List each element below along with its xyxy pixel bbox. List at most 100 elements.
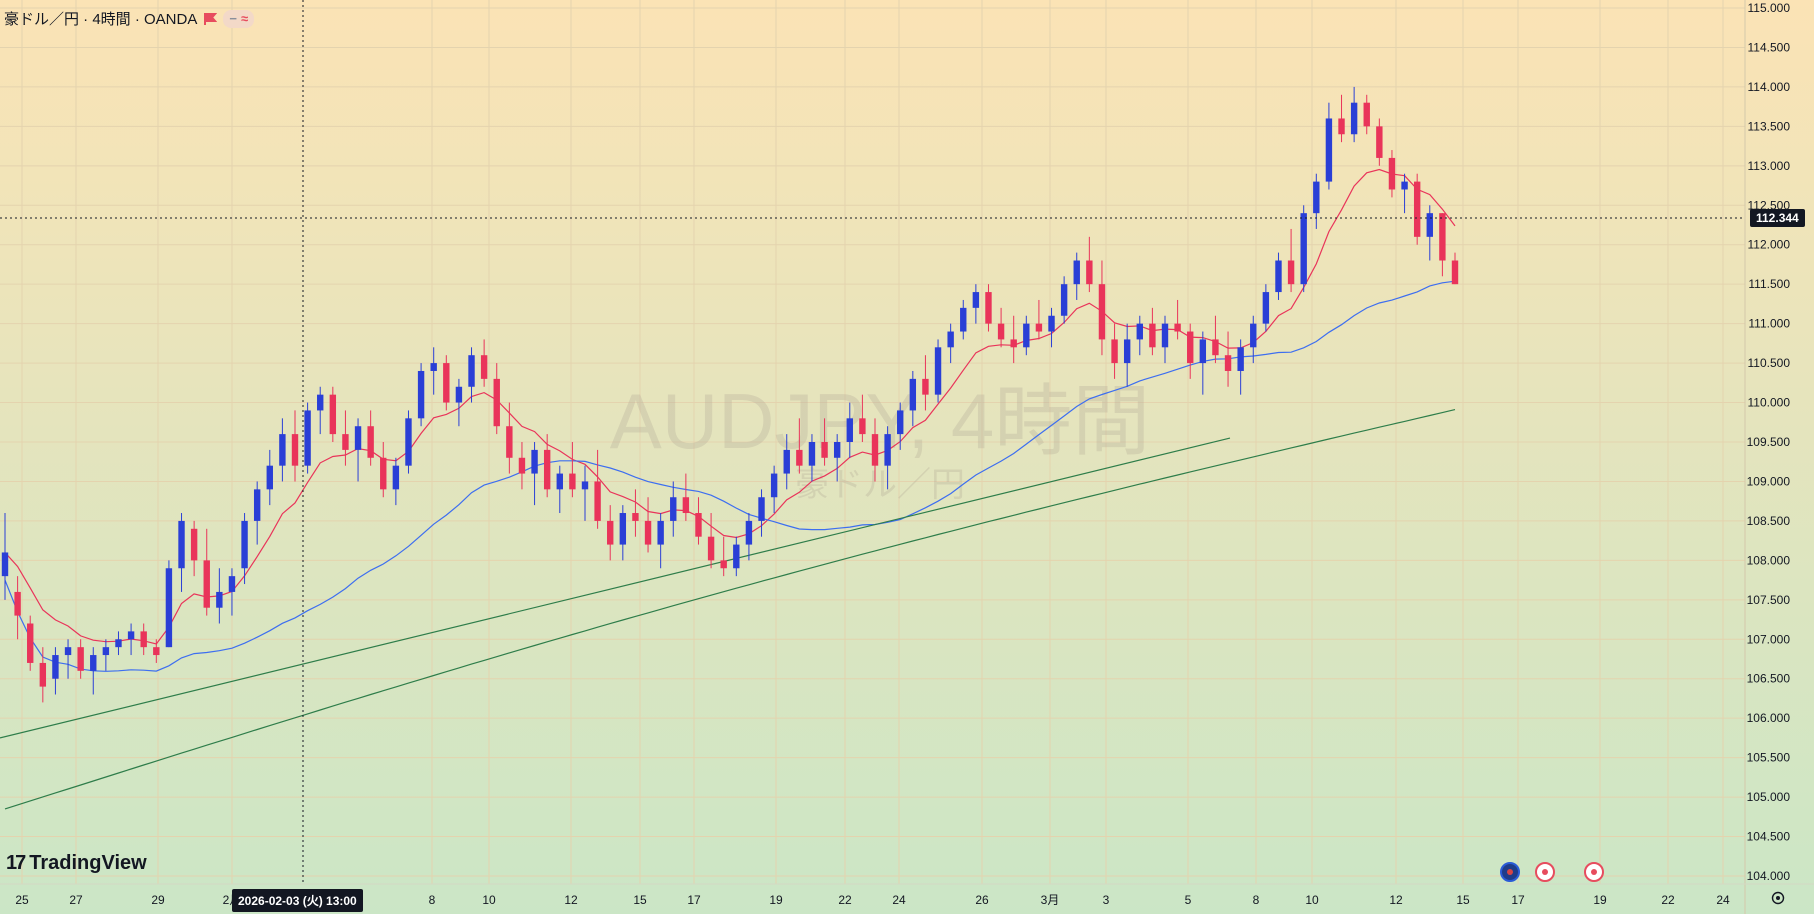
candle[interactable] [443,355,450,411]
event-flag-jp-icon[interactable] [1535,862,1555,882]
candle[interactable] [670,481,677,537]
candle[interactable] [1187,323,1194,379]
candle[interactable] [531,442,538,506]
candle[interactable] [518,442,526,490]
chart-settings-icon[interactable] [1768,890,1788,908]
candle[interactable] [657,513,664,569]
candle[interactable] [770,465,778,514]
candle[interactable] [985,284,992,332]
candle[interactable] [1237,339,1244,395]
candle[interactable] [506,402,513,474]
candle[interactable] [102,639,110,671]
candle[interactable] [1149,307,1156,356]
candle[interactable] [1325,102,1333,190]
candle[interactable] [821,418,828,466]
candle[interactable] [216,568,223,624]
candle[interactable] [1136,315,1143,356]
candle[interactable] [1388,150,1396,198]
candle[interactable] [1313,173,1320,229]
candle[interactable] [644,497,652,553]
candle[interactable] [367,410,374,466]
candle[interactable] [720,536,727,577]
candle[interactable] [1300,205,1307,293]
candle[interactable] [1376,118,1383,166]
candle[interactable] [796,418,803,474]
candle[interactable] [871,418,879,482]
candle[interactable] [569,442,576,498]
candle[interactable] [947,323,954,364]
candle[interactable] [14,576,21,640]
candle[interactable] [997,307,1005,348]
minus-icon[interactable]: − [229,11,237,26]
candle[interactable] [241,513,248,585]
candle[interactable] [934,339,942,403]
candle[interactable] [1060,276,1068,324]
event-flag-au-icon[interactable] [1500,862,1520,882]
candle[interactable] [115,631,122,656]
event-flag-jp-icon[interactable] [1584,862,1604,882]
candle[interactable] [833,434,841,482]
candle[interactable] [972,284,980,324]
candle[interactable] [556,465,563,514]
candle[interactable] [279,418,286,482]
candle[interactable] [581,465,589,521]
candle[interactable] [1086,236,1093,293]
candle[interactable] [1199,331,1207,395]
candle[interactable] [897,402,904,450]
candle[interactable] [64,639,72,679]
candle[interactable] [468,347,475,403]
candle[interactable] [39,647,47,703]
candle[interactable] [922,355,929,411]
candle[interactable] [1275,252,1282,300]
candle[interactable] [90,647,97,695]
candle[interactable] [354,418,362,482]
candle[interactable] [203,528,210,616]
candle[interactable] [127,623,135,656]
candle[interactable] [392,457,400,506]
candle[interactable] [1250,315,1257,364]
candle[interactable] [140,623,147,656]
candle[interactable] [304,402,311,474]
candle[interactable] [153,639,160,663]
candle[interactable] [329,386,337,442]
candle[interactable] [619,505,627,561]
indicator-toggle[interactable]: − ≈ [223,9,255,28]
candle[interactable] [745,513,753,561]
candle[interactable] [1262,284,1270,332]
candle[interactable] [417,363,425,427]
candle[interactable] [1023,315,1030,356]
candle[interactable] [846,402,853,458]
candle[interactable] [1224,331,1232,387]
candle[interactable] [695,497,702,545]
candle[interactable] [1212,315,1219,364]
candle[interactable] [1363,94,1370,135]
candle[interactable] [165,560,173,648]
candle[interactable] [808,434,816,482]
candle[interactable] [1338,94,1345,143]
candle[interactable] [1073,252,1080,300]
candle[interactable] [707,513,715,569]
candle[interactable] [783,434,790,490]
candle[interactable] [1098,260,1106,356]
candle[interactable] [1048,307,1055,348]
candle[interactable] [859,394,866,442]
candle[interactable] [1111,323,1118,379]
wave-icon[interactable]: ≈ [240,11,249,26]
candle[interactable] [455,378,463,427]
candles[interactable] [1,86,1459,703]
candle[interactable] [405,410,412,474]
candle[interactable] [594,449,601,529]
flag-icon[interactable] [203,12,218,26]
candle[interactable] [253,481,261,545]
candle[interactable] [1010,315,1017,364]
candle[interactable] [1,513,9,600]
candle[interactable] [1174,299,1181,340]
candle[interactable] [632,489,639,537]
candle[interactable] [266,449,273,506]
candle[interactable] [77,639,84,679]
candle[interactable] [291,410,299,482]
candle[interactable] [1451,252,1459,285]
time-axis[interactable]: 2527292月810121517192224263月3581012151719… [15,893,1730,907]
